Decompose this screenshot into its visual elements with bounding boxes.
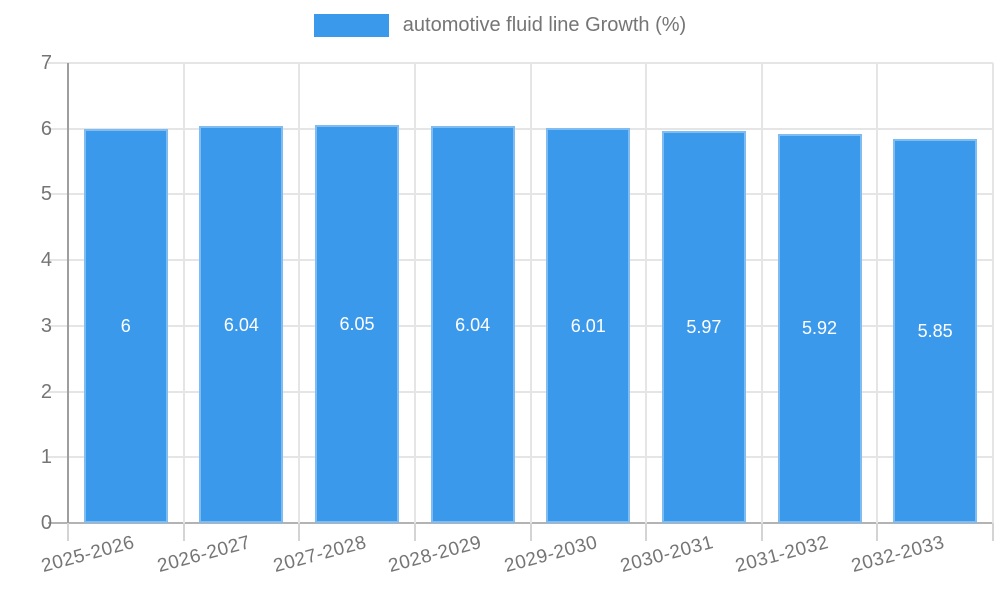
y-axis-label: 1	[40, 446, 52, 469]
bar[interactable]	[83, 128, 168, 523]
x-axis-tick	[645, 523, 648, 541]
x-axis-label: 2027-2028	[270, 532, 369, 577]
bar-value-label: 6.01	[570, 315, 606, 336]
y-axis-tick	[48, 390, 68, 393]
x-gridline	[876, 63, 879, 523]
bar-value-label: 6.04	[223, 314, 259, 335]
y-axis-line	[67, 63, 69, 523]
bar[interactable]	[430, 126, 515, 523]
y-axis-tick	[48, 127, 68, 130]
x-axis-tick	[67, 523, 69, 541]
y-axis-tick	[48, 62, 68, 64]
y-axis-label: 3	[40, 314, 52, 337]
bar-value-label: 6.05	[339, 314, 375, 335]
x-gridline	[182, 63, 185, 523]
bar[interactable]	[661, 130, 746, 523]
legend[interactable]: automotive fluid line Growth (%)	[0, 14, 1000, 37]
x-gridline	[298, 63, 301, 523]
x-axis-tick	[992, 523, 994, 541]
x-axis-label: 2026-2027	[155, 532, 253, 577]
x-axis-tick	[529, 523, 532, 541]
x-gridline	[413, 63, 416, 523]
y-axis-label: 7	[40, 52, 52, 74]
x-axis-label: 2030-2031	[617, 532, 716, 577]
y-axis-tick	[48, 259, 68, 262]
x-axis-tick	[876, 523, 879, 541]
bar-value-label: 5.85	[917, 320, 953, 341]
bar[interactable]	[777, 133, 862, 523]
y-axis-label: 2	[40, 380, 52, 403]
bar-value-label: 5.97	[686, 316, 722, 337]
bar[interactable]	[893, 138, 978, 523]
x-gridline	[529, 63, 532, 523]
x-gridline	[760, 63, 763, 523]
x-axis-label: 2032-2033	[849, 532, 947, 577]
y-axis-tick	[48, 193, 68, 196]
y-axis-label: 4	[40, 249, 52, 272]
y-axis-tick	[48, 522, 68, 524]
x-axis-tick	[760, 523, 763, 541]
legend-swatch[interactable]	[313, 14, 389, 37]
x-axis-label: 2025-2026	[39, 532, 138, 577]
x-axis-tick	[182, 523, 185, 541]
bar-value-label: 5.92	[802, 318, 838, 339]
y-axis-tick	[48, 456, 68, 459]
x-axis-label: 2031-2032	[733, 532, 831, 577]
bar-value-label: 6.04	[455, 314, 491, 335]
y-axis-label: 0	[40, 512, 52, 534]
bar[interactable]	[199, 126, 284, 523]
y-axis-label: 6	[40, 117, 52, 140]
bar-value-label: 6	[120, 315, 131, 336]
x-gridline	[992, 63, 994, 523]
y-axis-label: 5	[40, 183, 52, 206]
x-axis-tick	[413, 523, 416, 541]
bar[interactable]	[546, 128, 631, 523]
legend-label[interactable]: automotive fluid line Growth (%)	[402, 14, 687, 36]
x-gridline	[645, 63, 648, 523]
y-axis-tick	[48, 324, 68, 327]
x-axis-tick	[298, 523, 301, 541]
x-axis-label: 2029-2030	[502, 532, 600, 577]
x-axis-label: 2028-2029	[386, 532, 485, 577]
bar[interactable]	[315, 125, 400, 523]
